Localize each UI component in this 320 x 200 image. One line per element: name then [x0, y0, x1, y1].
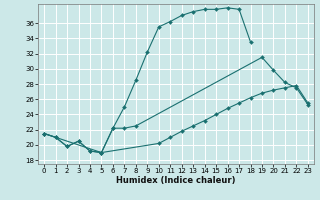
X-axis label: Humidex (Indice chaleur): Humidex (Indice chaleur): [116, 176, 236, 185]
